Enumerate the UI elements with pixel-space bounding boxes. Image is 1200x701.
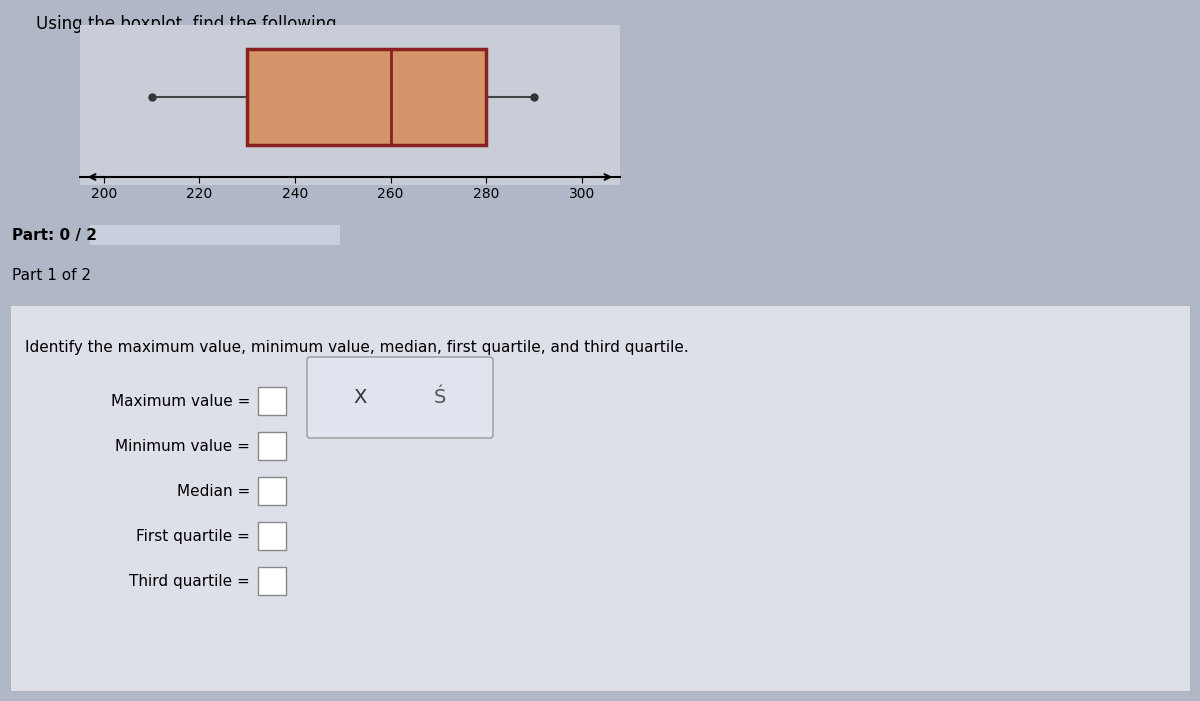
Bar [258,522,286,550]
Text: Minimum value =: Minimum value = [115,439,250,454]
FancyBboxPatch shape [247,49,486,145]
Text: Part 1 of 2: Part 1 of 2 [12,268,91,283]
Text: Maximum value =: Maximum value = [110,393,250,409]
Text: Part: 0 / 2: Part: 0 / 2 [12,228,97,243]
Text: Third quartile =: Third quartile = [130,573,250,589]
Text: Identify the maximum value, minimum value, median, first quartile, and third qua: Identify the maximum value, minimum valu… [25,340,689,355]
Text: Ś: Ś [434,388,446,407]
Bar [258,567,286,595]
Bar [258,477,286,505]
Text: Median =: Median = [176,484,250,498]
Text: X: X [353,388,367,407]
Text: Using the boxplot, find the following.: Using the boxplot, find the following. [36,15,342,33]
FancyBboxPatch shape [307,357,493,438]
Text: First quartile =: First quartile = [136,529,250,543]
Bar [258,387,286,415]
Bar [90,225,340,245]
Bar [258,432,286,460]
